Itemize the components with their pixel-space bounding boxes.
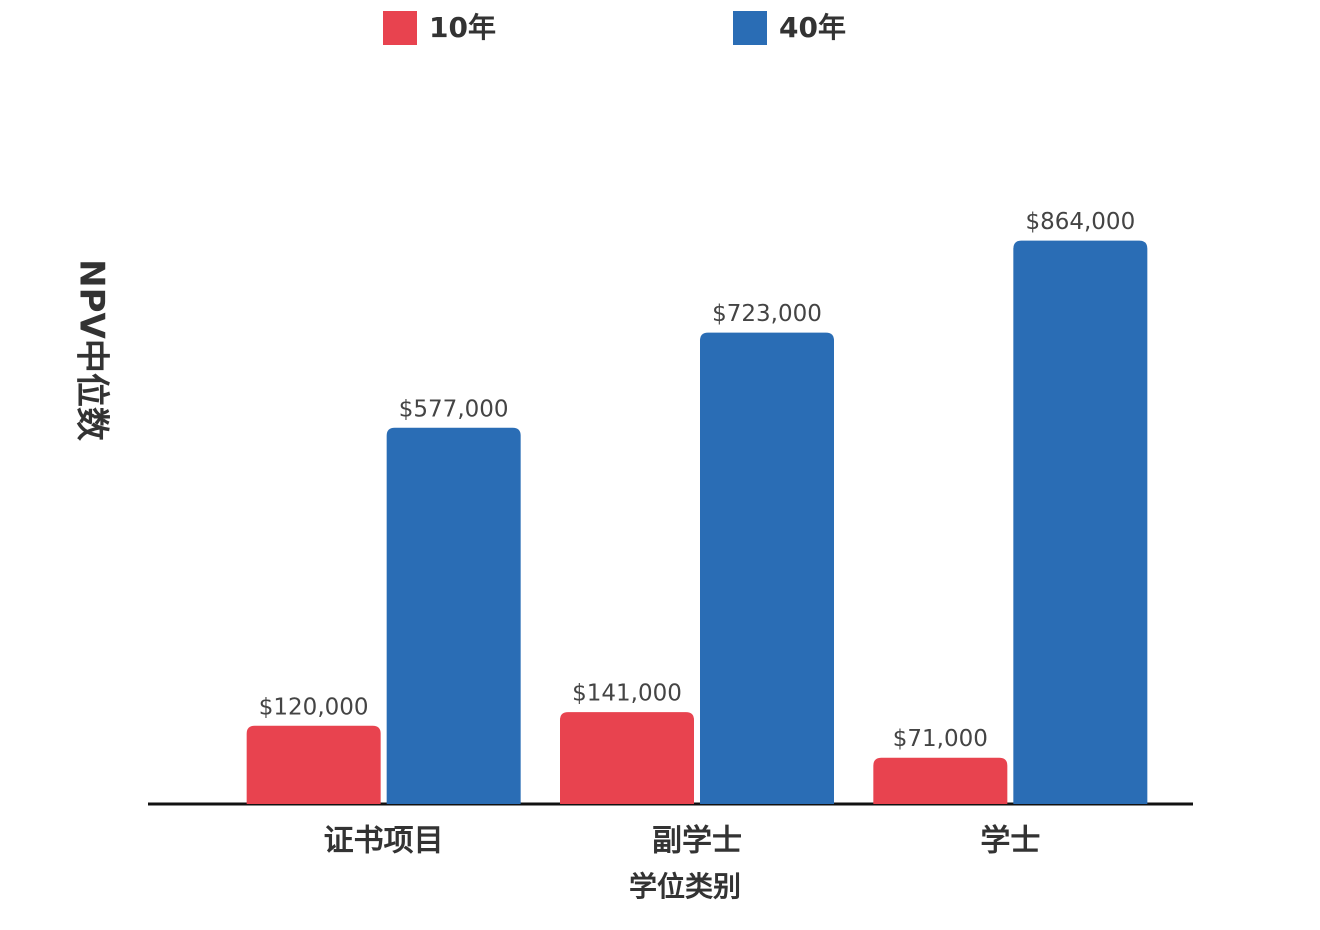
bar [700,332,834,804]
x-tick-label: 副学士 [652,824,742,859]
bar [1013,240,1148,804]
legend-swatch [733,11,767,45]
legend-label: 40年 [779,11,846,44]
legend-swatch [383,11,417,45]
value-label: $577,000 [399,396,509,422]
value-label: $71,000 [893,726,988,752]
value-label: $120,000 [259,694,369,720]
bar [386,427,521,804]
bar [560,712,694,804]
value-label: $864,000 [1025,209,1135,235]
x-tick-label: 学士 [980,824,1040,859]
bar [873,757,1008,804]
bar [246,725,381,804]
x-tick-label: 证书项目 [324,824,444,859]
y-axis-title: NPV中位数 [72,259,112,441]
value-label: $723,000 [712,301,822,327]
legend-label: 10年 [429,11,496,44]
x-axis-title: 学位类别 [629,870,741,903]
value-label: $141,000 [572,681,682,707]
